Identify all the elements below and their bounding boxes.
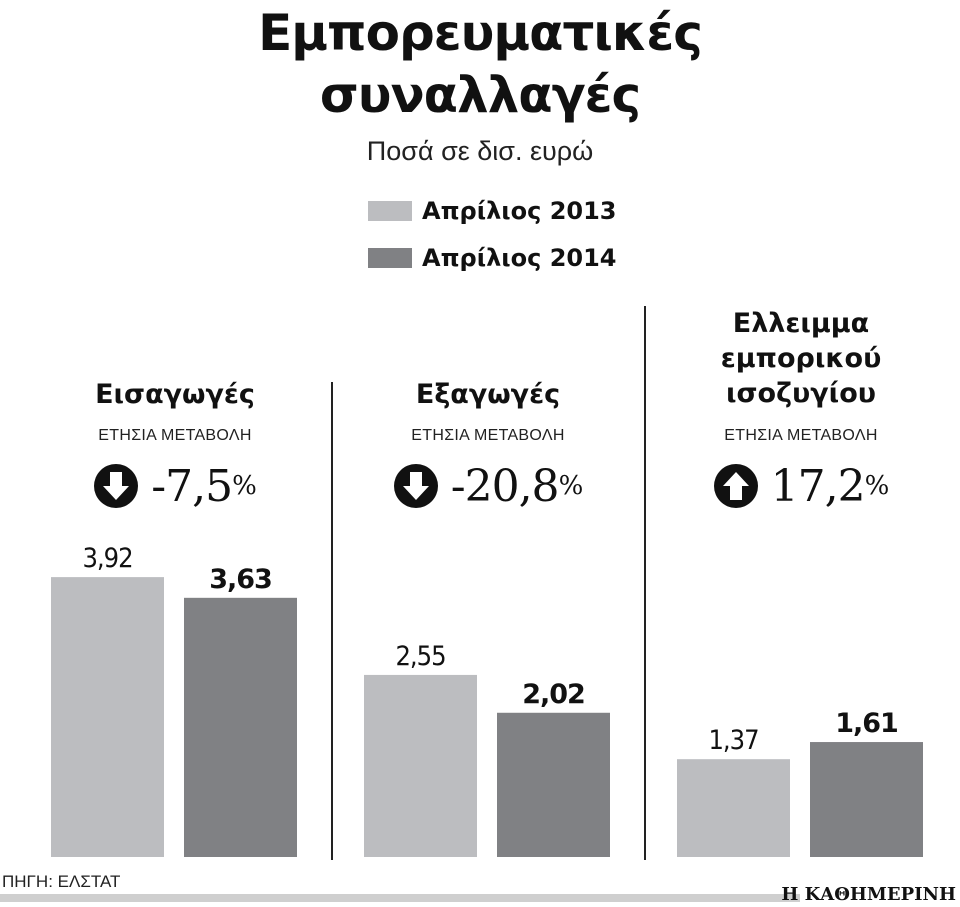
change-label-trade-deficit: ΕΤΗΣΙΑ ΜΕΤΑΒΟΛΗ	[724, 427, 878, 444]
legend-swatch-2014	[368, 248, 412, 268]
arrow-up-icon	[713, 464, 758, 508]
group-title-deficit-line2: εμπορικού	[720, 343, 882, 374]
data-label-2013-1: 2,55	[395, 641, 445, 672]
change-value-imports: -7,5	[151, 460, 233, 512]
group-title-exports: Εξαγωγές	[333, 377, 643, 412]
change-value-trade-deficit: 17,2	[770, 460, 866, 512]
chart-title-line1: Εμπορευματικές	[258, 4, 703, 62]
change-exports: -20,8%	[333, 456, 643, 516]
change-label-exports: ΕΤΗΣΙΑ ΜΕΤΑΒΟΛΗ	[411, 427, 565, 444]
bar-2014-0	[184, 597, 297, 857]
bar-2014-1	[497, 712, 610, 857]
bar-2013-2	[677, 759, 790, 857]
legend-label-2013: Απρίλιος 2013	[422, 197, 617, 225]
change-imports: -7,5%	[20, 456, 330, 516]
change-unit-imports: %	[232, 471, 257, 501]
change-unit-exports: %	[558, 471, 584, 501]
bar-2013-0	[51, 577, 164, 857]
data-label-2013-2: 1,37	[708, 725, 758, 756]
footer-bar	[0, 894, 800, 902]
legend-label-2014: Απρίλιος 2014	[422, 244, 617, 272]
change-trade-deficit: 17,2%	[646, 456, 956, 516]
data-label-2014-2: 1,61	[835, 708, 898, 739]
brand-logo: Η ΚΑΘΗΜΕΡΙΝΗ	[781, 884, 956, 905]
chart-subtitle: Ποσά σε δισ. ευρώ	[366, 136, 594, 166]
group-title-exports-line: Εξαγωγές	[415, 379, 561, 410]
legend-item-2014: Απρίλιος 2014	[368, 243, 617, 273]
group-title-deficit-line3: ισοζυγίου	[726, 378, 876, 409]
source-note: ΠΗΓΗ: ΕΛΣΤΑΤ	[2, 872, 121, 891]
legend-item-2013: Απρίλιος 2013	[368, 196, 617, 226]
change-value-exports: -20,8	[450, 460, 560, 512]
group-title-imports-line: Εισαγωγές	[95, 379, 255, 410]
arrow-down-icon	[393, 464, 438, 508]
legend-swatch-2013	[368, 201, 412, 221]
group-divider-2	[644, 306, 646, 860]
bar-2013-1	[364, 674, 477, 857]
arrow-down-icon	[94, 464, 139, 508]
data-label-2013-0: 3,92	[82, 543, 132, 574]
group-divider-1	[331, 382, 333, 860]
group-title-imports: Εισαγωγές	[20, 377, 330, 412]
change-label-imports: ΕΤΗΣΙΑ ΜΕΤΑΒΟΛΗ	[98, 427, 252, 444]
chart-title-line2: συναλλαγές	[319, 66, 641, 124]
bar-2014-2	[810, 742, 923, 857]
change-unit-trade-deficit: %	[864, 471, 890, 501]
group-title-trade-deficit: Ελλειμμα εμπορικού ισοζυγίου	[646, 306, 956, 411]
group-title-deficit-line1: Ελλειμμα	[732, 308, 870, 339]
data-label-2014-1: 2,02	[522, 679, 585, 710]
data-label-2014-0: 3,63	[209, 564, 272, 595]
